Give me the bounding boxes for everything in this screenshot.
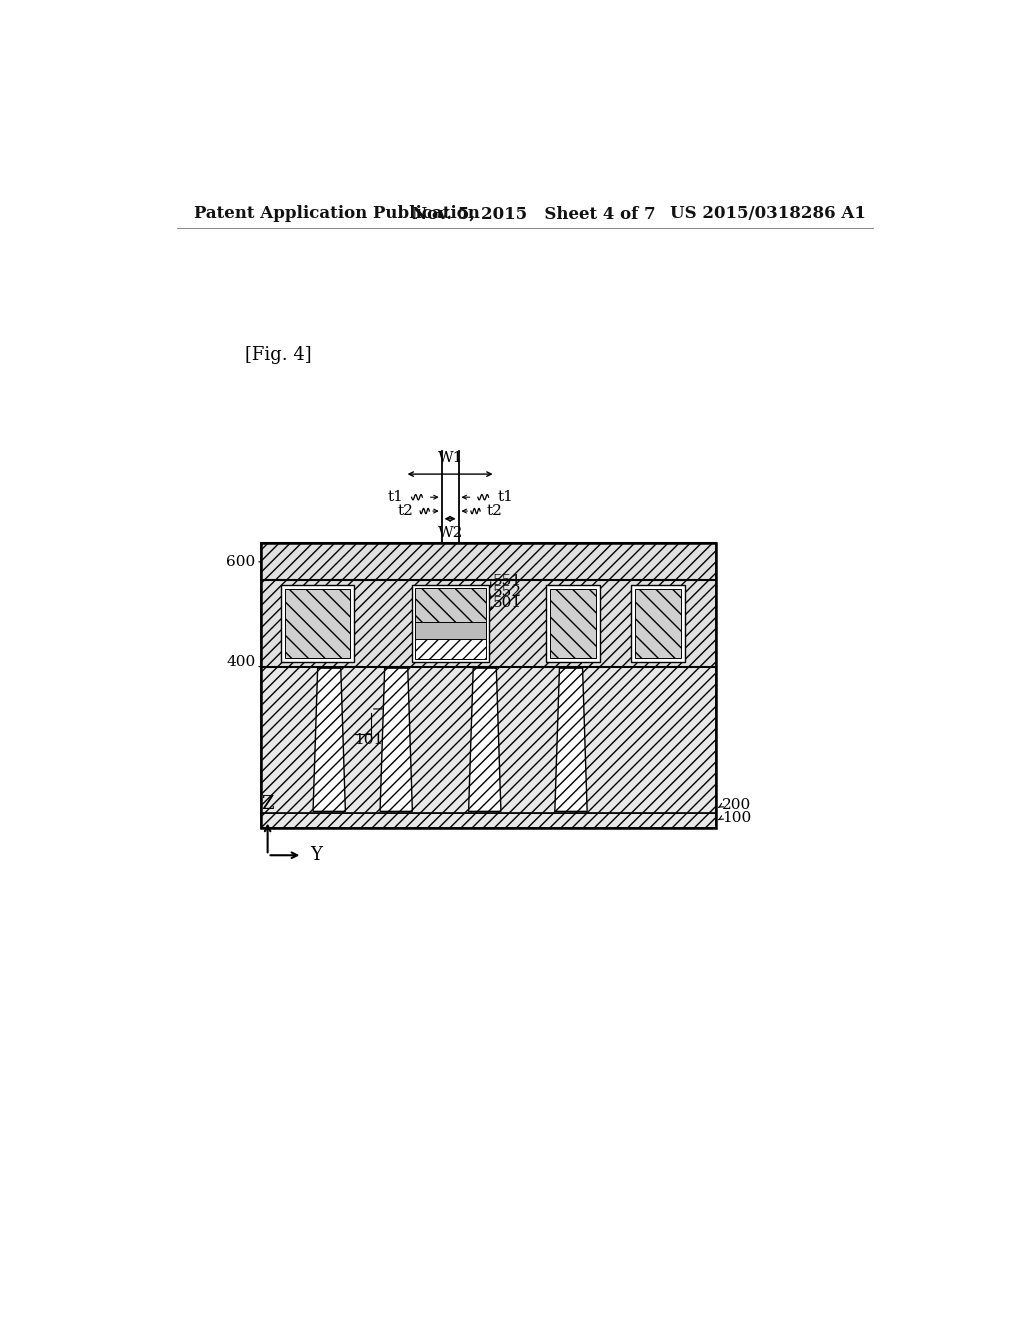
Bar <box>261 813 716 829</box>
Bar <box>550 589 596 659</box>
Text: 400: 400 <box>226 655 255 669</box>
Text: 101: 101 <box>354 733 383 747</box>
Text: 501: 501 <box>493 595 521 610</box>
Text: 552: 552 <box>493 585 521 599</box>
Text: W1: W1 <box>437 451 463 465</box>
Text: US 2015/0318286 A1: US 2015/0318286 A1 <box>670 206 865 222</box>
Text: 600: 600 <box>226 554 255 569</box>
Bar <box>261 544 716 829</box>
Bar <box>281 585 354 663</box>
Text: Y: Y <box>310 846 322 865</box>
Bar <box>415 589 485 622</box>
Text: Z: Z <box>261 795 274 813</box>
Bar <box>261 581 716 667</box>
Bar <box>261 544 716 581</box>
Polygon shape <box>380 668 413 812</box>
Polygon shape <box>469 668 501 812</box>
Text: [Fig. 4]: [Fig. 4] <box>245 346 311 364</box>
Text: 100: 100 <box>722 810 752 825</box>
Text: Patent Application Publication: Patent Application Publication <box>194 206 479 222</box>
Text: t1: t1 <box>387 490 403 504</box>
Text: 200: 200 <box>722 799 752 812</box>
Text: t2: t2 <box>486 504 502 517</box>
Polygon shape <box>555 668 587 812</box>
Bar <box>412 585 488 663</box>
Bar <box>635 589 681 659</box>
Text: t2: t2 <box>398 504 414 517</box>
Polygon shape <box>313 668 345 812</box>
Bar <box>285 589 350 659</box>
Bar <box>631 585 685 663</box>
Text: 551: 551 <box>493 574 521 589</box>
Text: Nov. 5, 2015   Sheet 4 of 7: Nov. 5, 2015 Sheet 4 of 7 <box>412 206 655 222</box>
Bar <box>261 667 716 813</box>
Text: 700: 700 <box>285 602 313 616</box>
Bar <box>415 622 485 639</box>
Bar <box>415 639 485 659</box>
Bar <box>547 585 600 663</box>
Text: W2: W2 <box>437 527 463 540</box>
Text: t1: t1 <box>497 490 513 504</box>
